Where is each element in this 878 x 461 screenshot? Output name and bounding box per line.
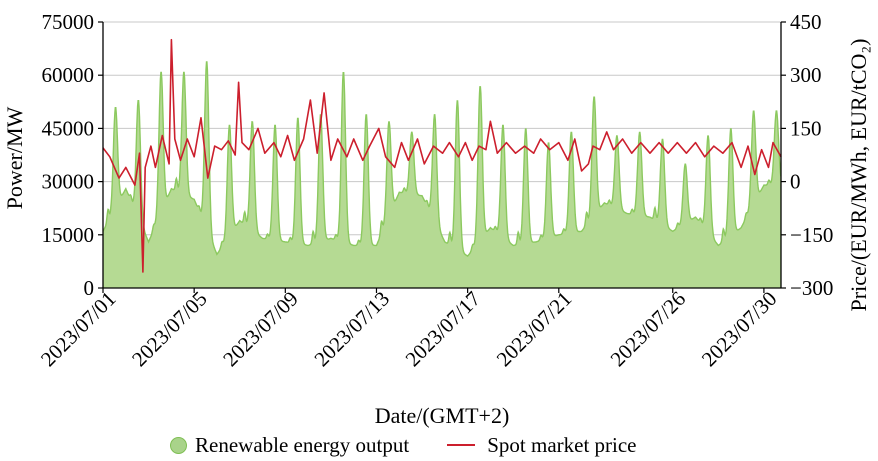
y-left-tick-label-3: 45000 xyxy=(42,116,95,140)
y-left-tick-label-4: 60000 xyxy=(42,63,95,87)
x-tick-label-1: 2023/07/05 xyxy=(127,287,212,372)
x-tick-label-3: 2023/07/13 xyxy=(309,287,394,372)
y-right-tick-label-4: 300 xyxy=(790,63,822,87)
right-axis-ticks: −300 −150 0 150 300 450 xyxy=(781,10,833,300)
y-right-tick-label-0: −300 xyxy=(790,276,833,300)
legend: Renewable energy output Spot market pric… xyxy=(170,432,675,458)
x-tick-label-2: 2023/07/09 xyxy=(218,287,303,372)
left-axis-ticks: 0 15000 30000 45000 60000 75000 xyxy=(42,10,103,300)
y-right-tick-label-5: 450 xyxy=(790,10,822,34)
y-left-tick-label-2: 30000 xyxy=(42,170,95,194)
series-renewable-area xyxy=(103,62,781,288)
legend-item-price: Spot market price xyxy=(447,432,637,458)
legend-swatch-price xyxy=(447,444,476,446)
legend-swatch-renewable xyxy=(170,436,187,454)
x-tick-label-4: 2023/07/17 xyxy=(401,287,486,372)
axes xyxy=(102,22,782,289)
x-tick-label-7: 2023/07/30 xyxy=(697,287,782,372)
legend-item-renewable: Renewable energy output xyxy=(170,433,409,458)
x-tick-label-0: 2023/07/01 xyxy=(36,287,121,372)
y-right-tick-label-1: −150 xyxy=(790,223,833,247)
y-left-tick-label-1: 15000 xyxy=(42,223,95,247)
legend-label-renewable: Renewable energy output xyxy=(195,432,410,457)
y-left-tick-label-5: 75000 xyxy=(42,10,95,34)
series-price-line xyxy=(102,38,782,273)
x-tick-label-5: 2023/07/21 xyxy=(492,287,577,372)
x-tick-label-6: 2023/07/26 xyxy=(606,287,691,372)
y-axis-right-label: Price/(EUR/MWh, EUR/tCO₂) xyxy=(846,39,871,312)
y-right-tick-label-2: 0 xyxy=(790,170,801,194)
x-axis-ticks: 2023/07/01 2023/07/05 2023/07/09 2023/07/13… xyxy=(36,287,782,372)
y-axis-left-label: Power/MW xyxy=(2,106,27,209)
series-renewable-line xyxy=(102,61,782,258)
renewable-area-layer xyxy=(102,61,782,288)
price-line-layer xyxy=(102,38,782,273)
x-axis-label: Date/(GMT+2) xyxy=(375,403,510,428)
y-left-tick-label-0: 0 xyxy=(84,276,95,300)
y-right-tick-label-3: 150 xyxy=(790,116,822,140)
legend-label-price: Spot market price xyxy=(487,432,637,457)
